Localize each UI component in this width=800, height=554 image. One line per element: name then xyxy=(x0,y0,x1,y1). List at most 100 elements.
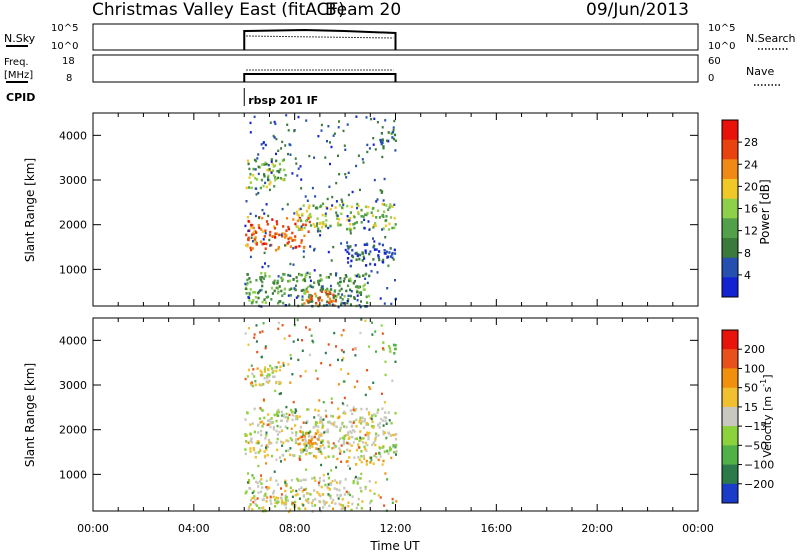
data-cell xyxy=(331,195,334,199)
data-cell xyxy=(282,272,285,276)
data-cell xyxy=(289,353,292,357)
data-cell xyxy=(257,442,260,445)
data-cell xyxy=(263,173,266,176)
data-cell xyxy=(320,290,323,293)
data-cell xyxy=(334,206,337,209)
data-cell xyxy=(381,419,384,422)
data-cell xyxy=(362,437,365,440)
data-cell xyxy=(308,353,311,357)
data-cell xyxy=(295,245,298,249)
data-cell xyxy=(272,495,275,499)
data-cell xyxy=(353,279,356,283)
data-cell xyxy=(302,250,305,253)
data-cell xyxy=(301,298,304,301)
data-cell xyxy=(277,246,280,249)
data-cell xyxy=(244,287,247,290)
data-cell xyxy=(368,345,371,348)
data-cell xyxy=(304,195,307,198)
data-cell xyxy=(291,501,294,504)
data-cell xyxy=(277,169,280,173)
data-cell xyxy=(254,236,257,239)
data-cell xyxy=(380,132,383,135)
data-cell xyxy=(276,282,279,285)
data-cell xyxy=(383,203,386,206)
data-cell xyxy=(268,442,271,445)
data-cell xyxy=(280,493,283,496)
data-cell xyxy=(357,211,360,214)
data-cell xyxy=(369,387,372,390)
data-cell xyxy=(341,436,344,440)
data-cell xyxy=(364,393,367,397)
data-cell xyxy=(366,301,369,304)
data-cell xyxy=(392,258,395,261)
data-cell xyxy=(356,290,359,294)
data-cell xyxy=(261,284,264,288)
data-cell xyxy=(380,324,383,327)
data-cell xyxy=(327,250,330,254)
data-cell xyxy=(276,433,280,436)
data-cell xyxy=(248,481,251,484)
data-cell xyxy=(363,227,366,230)
data-cell xyxy=(277,149,280,152)
colorbar-tick: 50 xyxy=(744,382,758,395)
data-cell xyxy=(389,434,392,437)
data-cell xyxy=(245,200,248,203)
data-cell xyxy=(266,487,269,491)
data-cell xyxy=(254,168,257,171)
data-cell xyxy=(366,443,369,447)
data-cell xyxy=(347,431,350,434)
data-cell xyxy=(323,431,326,434)
data-cell xyxy=(346,448,349,452)
data-cell xyxy=(251,301,254,304)
data-cell xyxy=(368,412,371,416)
data-cell xyxy=(281,324,284,327)
data-cell xyxy=(349,223,352,226)
data-cell xyxy=(311,339,314,343)
data-cell xyxy=(343,144,346,147)
data-cell xyxy=(290,408,293,412)
data-cell xyxy=(381,347,384,350)
data-cell xyxy=(330,288,333,291)
data-cell xyxy=(330,397,333,400)
data-cell xyxy=(389,204,392,208)
data-cell xyxy=(382,145,385,148)
data-cell xyxy=(384,119,387,122)
data-cell xyxy=(341,298,344,301)
data-cell xyxy=(267,373,270,376)
data-cell xyxy=(310,501,313,505)
data-cell xyxy=(281,178,284,181)
data-cell xyxy=(253,333,256,336)
data-cell xyxy=(262,322,265,325)
data-cell xyxy=(350,431,353,435)
freq-tick-bottom: 8 xyxy=(66,73,72,84)
data-cell xyxy=(247,472,249,475)
data-cell xyxy=(294,500,297,504)
data-cell xyxy=(364,213,367,216)
data-cell xyxy=(274,236,277,239)
data-cell xyxy=(276,410,279,413)
data-cell xyxy=(256,350,259,354)
data-cell xyxy=(350,508,353,512)
data-cell xyxy=(285,114,288,117)
data-cell xyxy=(282,453,285,457)
data-cell xyxy=(377,434,380,437)
data-cell xyxy=(312,285,315,289)
data-cell xyxy=(251,491,254,495)
data-cell xyxy=(288,143,291,146)
data-cell xyxy=(283,287,286,291)
data-cell xyxy=(355,506,358,510)
data-cell xyxy=(262,147,265,150)
data-cell xyxy=(313,435,316,439)
data-cell xyxy=(305,432,308,435)
data-cell xyxy=(332,134,335,137)
data-cell xyxy=(272,489,276,493)
data-cell xyxy=(276,448,279,452)
data-cell xyxy=(370,499,373,503)
data-cell xyxy=(347,298,350,301)
data-cell xyxy=(338,416,341,419)
data-cell xyxy=(378,242,381,246)
data-cell xyxy=(249,246,252,250)
data-cell xyxy=(360,472,363,476)
data-cell xyxy=(359,486,362,490)
data-cell xyxy=(245,434,248,437)
